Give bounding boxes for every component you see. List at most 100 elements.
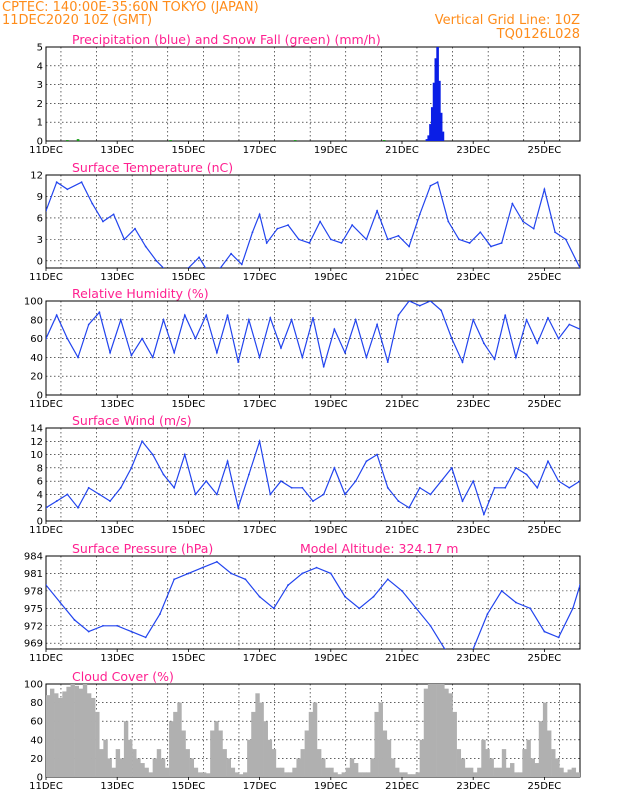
data-point <box>536 486 539 489</box>
x-tick-label: 11DEC <box>29 525 63 536</box>
data-point <box>458 238 460 241</box>
cloud-bar <box>542 702 548 777</box>
data-point <box>130 630 133 633</box>
data-point <box>46 584 47 586</box>
x-tick-label: 13DEC <box>100 781 134 792</box>
data-point <box>564 238 567 241</box>
cloud-bar <box>300 749 305 777</box>
y-tick-label: 12 <box>30 437 43 448</box>
data-point <box>151 356 154 359</box>
data-point <box>322 365 325 368</box>
cloud-bar <box>390 758 396 777</box>
cloud-bar <box>46 695 51 777</box>
data-point <box>116 624 119 627</box>
panel-title: Surface Wind (m/s) <box>72 413 192 428</box>
data-point <box>319 220 322 223</box>
data-point <box>479 231 482 234</box>
data-point <box>351 224 354 226</box>
cloud-bar <box>386 739 392 777</box>
data-point <box>358 607 361 610</box>
data-point <box>201 566 204 569</box>
x-tick-label: 19DEC <box>314 525 348 536</box>
y-tick-label: 3 <box>37 235 43 246</box>
cloud-bar <box>279 767 285 777</box>
cloud-bar <box>222 749 227 777</box>
cloud-bar <box>193 767 199 777</box>
data-point <box>290 486 293 489</box>
y-tick-label: 5 <box>37 43 43 54</box>
data-point <box>515 466 517 469</box>
data-point <box>386 578 389 581</box>
data-point <box>226 314 229 316</box>
data-point <box>482 342 485 345</box>
data-point <box>450 466 453 469</box>
cloud-bar <box>460 758 466 777</box>
cloud-bar <box>148 772 153 777</box>
data-point <box>532 227 535 230</box>
data-point <box>443 648 446 649</box>
y-tick-label: 4 <box>37 490 43 501</box>
data-point <box>269 493 272 496</box>
data-point <box>162 318 165 321</box>
cloud-bar <box>407 774 412 777</box>
data-point <box>547 460 549 463</box>
data-point <box>333 466 336 469</box>
x-tick-label: 23DEC <box>456 525 490 536</box>
data-point <box>141 440 144 443</box>
cloud-bar <box>399 772 404 777</box>
precip-bar <box>293 140 297 141</box>
data-point <box>109 351 111 354</box>
cloud-bar <box>107 758 112 777</box>
cloud-bar <box>362 772 367 777</box>
cloud-bar <box>497 767 503 777</box>
panel-title: Relative Humidity (%) <box>72 286 209 301</box>
data-point <box>557 337 560 340</box>
data-point <box>151 453 154 456</box>
cloud-bar <box>247 739 252 777</box>
x-tick-label: 17DEC <box>243 145 277 156</box>
plot-area <box>66 47 445 141</box>
x-tick-label: 15DEC <box>172 272 206 283</box>
data-point <box>130 466 133 469</box>
cloud-bar <box>546 730 552 777</box>
cloud-bar <box>493 767 498 777</box>
cloud-bar <box>423 688 429 777</box>
x-tick-label: 25DEC <box>528 653 562 664</box>
x-tick-label: 13DEC <box>100 525 134 536</box>
plot-area <box>46 560 580 649</box>
data-point <box>522 220 524 223</box>
data-point <box>102 624 104 627</box>
data-point <box>365 356 368 359</box>
panel-frame <box>45 427 581 522</box>
panel-frame <box>45 300 581 396</box>
cloud-bar <box>66 686 71 777</box>
panel-3: 0 2 4 6 8 10 12 14 11DEC 13DEC 15DEC 17DEC 19DEC 21DE… <box>29 413 581 536</box>
data-point <box>333 328 336 331</box>
cloud-bar <box>382 730 388 777</box>
cloud-bar <box>349 758 355 777</box>
x-tick-label: 19DEC <box>314 145 348 156</box>
data-point <box>418 486 421 489</box>
data-point <box>344 351 346 354</box>
cloud-bar <box>345 767 351 777</box>
data-point <box>429 493 432 496</box>
data-point <box>183 314 186 316</box>
cloud-bar <box>481 739 486 777</box>
data-point <box>312 317 314 319</box>
panel-1: 0 3 6 9 12 11DEC 13DEC 15DEC 17DEC 19DEC 21DEC 23DE… <box>29 160 581 283</box>
data-point <box>543 188 546 191</box>
data-point <box>554 231 556 234</box>
data-point <box>397 500 400 502</box>
y-tick-label: 0 <box>37 137 43 148</box>
precip-bar <box>427 135 430 141</box>
data-point <box>46 209 47 212</box>
cloud-bar <box>436 684 441 777</box>
data-point <box>55 181 58 184</box>
data-point <box>258 595 261 598</box>
data-point <box>372 595 375 598</box>
cloud-bar <box>341 772 347 777</box>
cloud-bar <box>152 758 158 777</box>
cloud-bar <box>296 758 301 777</box>
data-point <box>280 480 282 483</box>
